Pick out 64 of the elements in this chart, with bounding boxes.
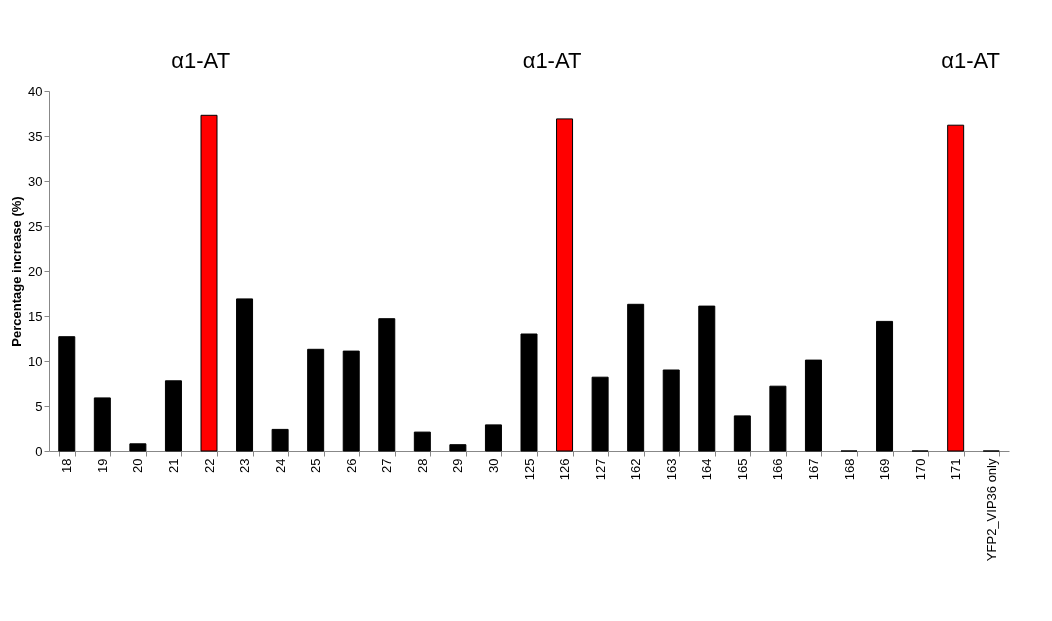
- x-tick-label: 165: [734, 458, 750, 481]
- bar: [591, 376, 609, 452]
- bar: [947, 124, 965, 452]
- y-tick-label: 20: [28, 263, 43, 279]
- bar: [769, 385, 787, 452]
- x-tick-label: 170: [912, 458, 928, 481]
- x-tick-label: 21: [165, 458, 181, 473]
- x-tick-label: 29: [450, 458, 466, 473]
- y-tick-label: 15: [28, 308, 43, 324]
- bar: [342, 350, 360, 452]
- text: α1-AT: [522, 48, 582, 73]
- x-tick-label: 164: [699, 458, 715, 481]
- x-tick-label: 171: [948, 458, 964, 481]
- bar: [271, 428, 289, 452]
- x-tick-label: 167: [805, 458, 821, 481]
- bar: [129, 443, 147, 452]
- x-tick-label: 125: [521, 458, 537, 481]
- x-tick-label: 169: [877, 458, 893, 481]
- bar: [200, 114, 218, 452]
- y-tick-label: 10: [28, 353, 43, 369]
- x-tick-label: 162: [628, 458, 644, 481]
- bar: [876, 320, 894, 452]
- y-tick-label: 5: [35, 398, 43, 414]
- x-tick-label: 166: [770, 458, 786, 481]
- bar: [236, 298, 254, 452]
- bar: [698, 305, 716, 452]
- x-tick-label: 18: [59, 458, 75, 473]
- bar: [413, 431, 431, 452]
- y-tick-label: 40: [28, 83, 43, 99]
- bar: [307, 348, 325, 452]
- bar: [449, 444, 467, 452]
- bar: [627, 303, 645, 452]
- y-tick-label: 30: [28, 173, 43, 189]
- y-tick-label: 35: [28, 128, 43, 144]
- x-tick-label: 25: [308, 458, 324, 473]
- y-axis-title: Percentage increase (%): [9, 196, 25, 347]
- x-tick-label: 19: [94, 458, 110, 473]
- x-tick-label: 26: [343, 458, 359, 473]
- bar: [733, 415, 751, 452]
- x-tick-label: 23: [237, 458, 253, 473]
- x-tick-label: 163: [663, 458, 679, 481]
- bar: [662, 369, 680, 452]
- bar: [58, 336, 76, 452]
- bar: [804, 359, 822, 452]
- x-tick-label: 27: [379, 458, 395, 473]
- y-tick-label: 0: [35, 443, 43, 459]
- y-tick-label: 25: [28, 218, 43, 234]
- bar: [520, 333, 538, 452]
- x-tick-label: 20: [130, 458, 146, 473]
- bar: [93, 397, 111, 452]
- x-tick-label: 24: [272, 458, 288, 473]
- text: α1-AT: [941, 48, 1000, 73]
- x-tick-label: 126: [557, 458, 573, 481]
- x-tick-label: 30: [485, 458, 501, 473]
- bar: [164, 380, 182, 452]
- x-tick-label: YFP2_VIP36 only: [983, 458, 999, 562]
- bar: [378, 318, 396, 452]
- bar: [556, 118, 574, 452]
- x-tick-label: 28: [414, 458, 430, 473]
- x-tick-label: 168: [841, 458, 857, 481]
- x-tick-label: 22: [201, 458, 217, 473]
- bar: [484, 424, 502, 452]
- text: α1-AT: [171, 48, 231, 73]
- x-tick-label: 127: [592, 458, 608, 481]
